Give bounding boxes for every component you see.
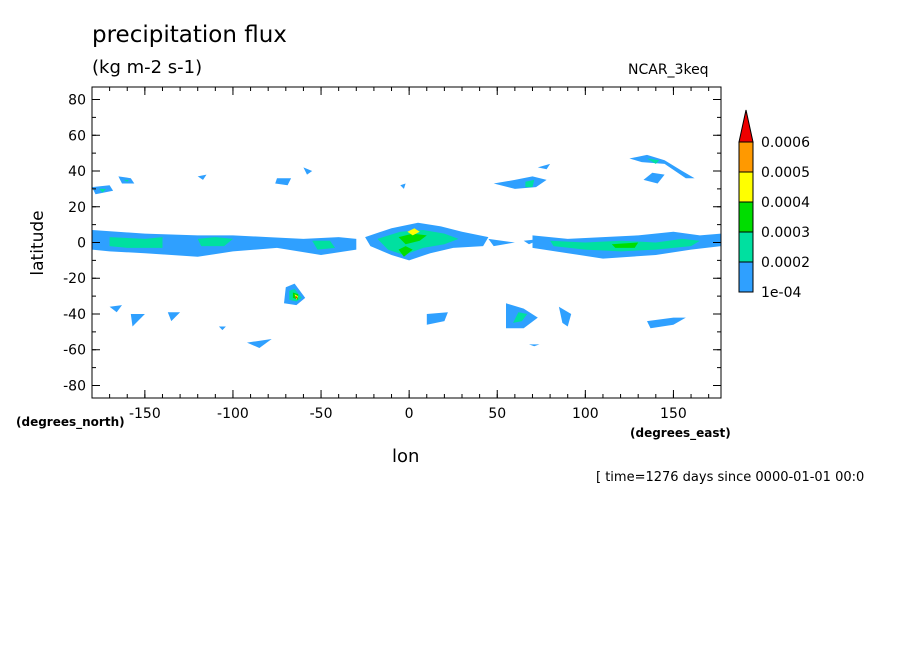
contour-region-40	[513, 312, 528, 323]
colorbar-label: 0.0004	[761, 195, 810, 211]
x-tick-label: 100	[572, 406, 599, 422]
contour-regions	[92, 154, 721, 348]
y-tick-label: -60	[63, 343, 86, 359]
contour-region-34	[130, 314, 145, 327]
contour-region-13	[611, 242, 639, 248]
model-name: NCAR_3keq	[628, 62, 709, 78]
contour-region-24	[537, 163, 551, 170]
colorbar-box-2	[738, 201, 754, 233]
contour-region-1	[109, 237, 163, 248]
chart-title: precipitation flux	[92, 22, 287, 48]
contour-region-19	[275, 178, 292, 186]
contour-region-27	[643, 172, 665, 184]
chart-units: (kg m-2 s-1)	[92, 57, 203, 78]
x-tick-label: 0	[405, 406, 414, 422]
y-tick-label: -80	[63, 378, 86, 394]
contour-region-23	[525, 179, 535, 188]
y-tick-label: 40	[68, 164, 86, 180]
contour-region-32	[295, 296, 298, 299]
contour-region-20	[303, 167, 313, 175]
contour-region-35	[167, 312, 181, 322]
time-label: [ time=1276 days since 0000-01-01 00:0	[596, 470, 865, 485]
contour-region-37	[247, 339, 272, 348]
plot-axes: -150 -100 -50 0 50 100 150 80 60 40 20 0 -20 -40 -60 -8…	[63, 86, 722, 422]
contour-region-22	[493, 176, 547, 189]
x-tick-label: -150	[129, 406, 161, 422]
colorbar-label: 1e-04	[761, 285, 801, 301]
colorbar-label: 0.0003	[761, 225, 810, 241]
colorbar-box-3	[738, 171, 754, 203]
y-tick-label: 20	[68, 200, 86, 216]
contour-region-9	[488, 238, 515, 247]
contour-region-7	[407, 228, 420, 236]
colorbar-label: 0.0006	[761, 135, 810, 151]
contour-region-42	[647, 317, 686, 329]
y-tick-label: 80	[68, 93, 86, 109]
contour-region-25	[629, 154, 695, 179]
contour-region-21	[400, 183, 406, 189]
x-tick-label: -50	[310, 406, 333, 422]
colorbar-triangle	[738, 109, 754, 143]
contour-region-17	[123, 179, 129, 182]
contour-region-2	[197, 237, 233, 247]
contour-region-15	[99, 188, 107, 193]
y-tick-label: 0	[77, 236, 86, 252]
x-axis-label: lon	[392, 446, 420, 467]
contour-region-33	[109, 305, 122, 313]
x-tick-label: 50	[488, 406, 506, 422]
colorbar-label: 0.0005	[761, 165, 810, 181]
contour-region-5	[377, 230, 459, 255]
x-tick-label: -100	[217, 406, 249, 422]
y-tick-label: -40	[63, 307, 86, 323]
colorbar-label: 0.0002	[761, 255, 810, 271]
y-tick-label: 60	[68, 128, 86, 144]
colorbar-box-1	[738, 231, 754, 263]
contour-region-3	[312, 240, 336, 250]
contour-region-36	[218, 326, 226, 331]
contour-region-18	[197, 174, 207, 180]
y-tick-label: -20	[63, 271, 86, 287]
contour-region-6	[398, 233, 427, 245]
x-axis-units: (degrees_east)	[630, 426, 731, 440]
contour-region-26	[647, 158, 660, 164]
colorbar: 1e-04 0.0002 0.0003 0.0004 0.0005 0.0006	[738, 109, 810, 301]
contour-region-8	[398, 246, 413, 257]
colorbar-box-4	[738, 141, 754, 173]
contour-region-38	[426, 312, 448, 325]
contour-region-43	[529, 344, 540, 347]
y-axis-units: (degrees_north)	[16, 415, 125, 429]
x-tick-label: 150	[660, 406, 687, 422]
contour-region-41	[558, 306, 572, 327]
colorbar-box-0	[738, 261, 754, 293]
